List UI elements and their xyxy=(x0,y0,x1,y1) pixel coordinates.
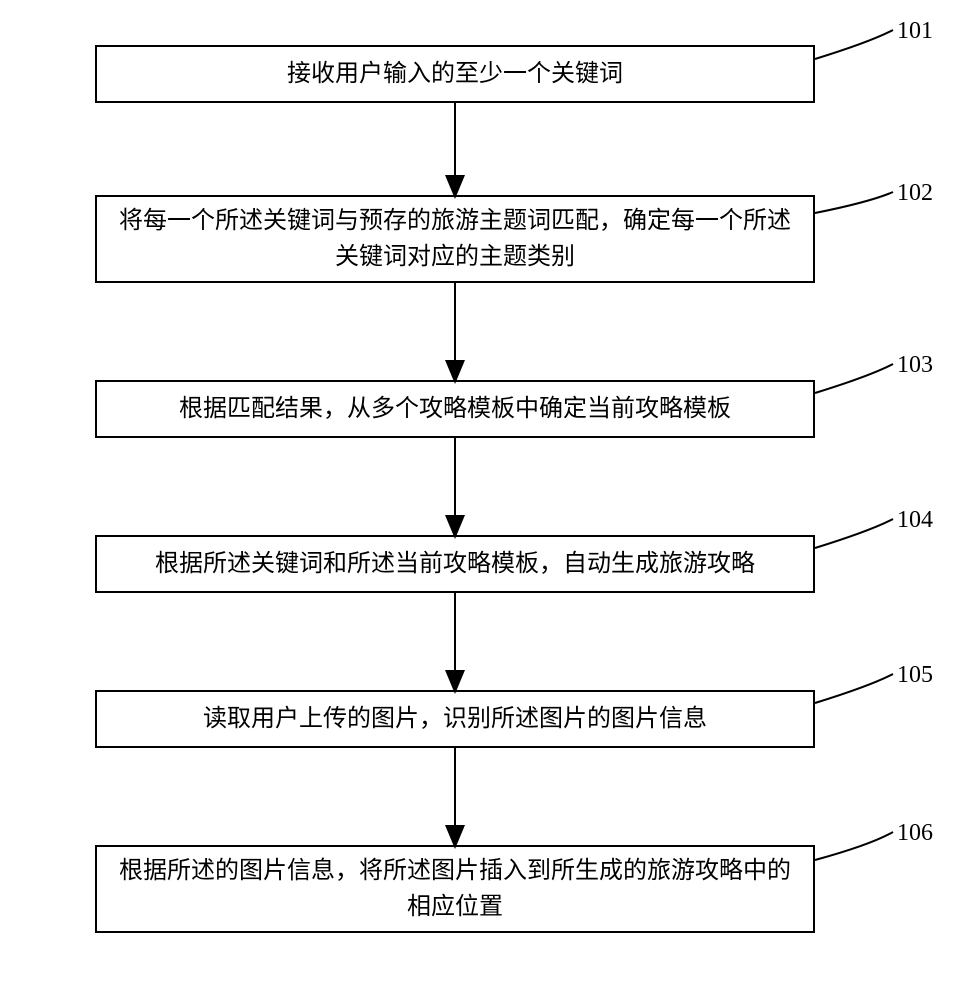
step-label-101: 101 xyxy=(897,18,933,45)
step-box-102: 将每一个所述关键词与预存的旅游主题词匹配，确定每一个所述关键词对应的主题类别 xyxy=(95,195,815,283)
callouts-group xyxy=(815,30,893,860)
step-text-105: 读取用户上传的图片，识别所述图片的图片信息 xyxy=(203,701,707,737)
step-text-104: 根据所述关键词和所述当前攻略模板，自动生成旅游攻略 xyxy=(155,546,755,582)
flowchart-container: 接收用户输入的至少一个关键词 101 将每一个所述关键词与预存的旅游主题词匹配，… xyxy=(0,0,960,1000)
step-label-106: 106 xyxy=(897,820,933,847)
step-text-101: 接收用户输入的至少一个关键词 xyxy=(287,56,623,92)
step-box-106: 根据所述的图片信息，将所述图片插入到所生成的旅游攻略中的相应位置 xyxy=(95,845,815,933)
step-label-105: 105 xyxy=(897,662,933,689)
step-text-106: 根据所述的图片信息，将所述图片插入到所生成的旅游攻略中的相应位置 xyxy=(113,853,797,925)
step-box-105: 读取用户上传的图片，识别所述图片的图片信息 xyxy=(95,690,815,748)
step-label-103: 103 xyxy=(897,352,933,379)
step-text-103: 根据匹配结果，从多个攻略模板中确定当前攻略模板 xyxy=(179,391,731,427)
step-box-103: 根据匹配结果，从多个攻略模板中确定当前攻略模板 xyxy=(95,380,815,438)
step-box-104: 根据所述关键词和所述当前攻略模板，自动生成旅游攻略 xyxy=(95,535,815,593)
step-box-101: 接收用户输入的至少一个关键词 xyxy=(95,45,815,103)
step-text-102: 将每一个所述关键词与预存的旅游主题词匹配，确定每一个所述关键词对应的主题类别 xyxy=(113,203,797,275)
step-label-102: 102 xyxy=(897,180,933,207)
step-label-104: 104 xyxy=(897,507,933,534)
